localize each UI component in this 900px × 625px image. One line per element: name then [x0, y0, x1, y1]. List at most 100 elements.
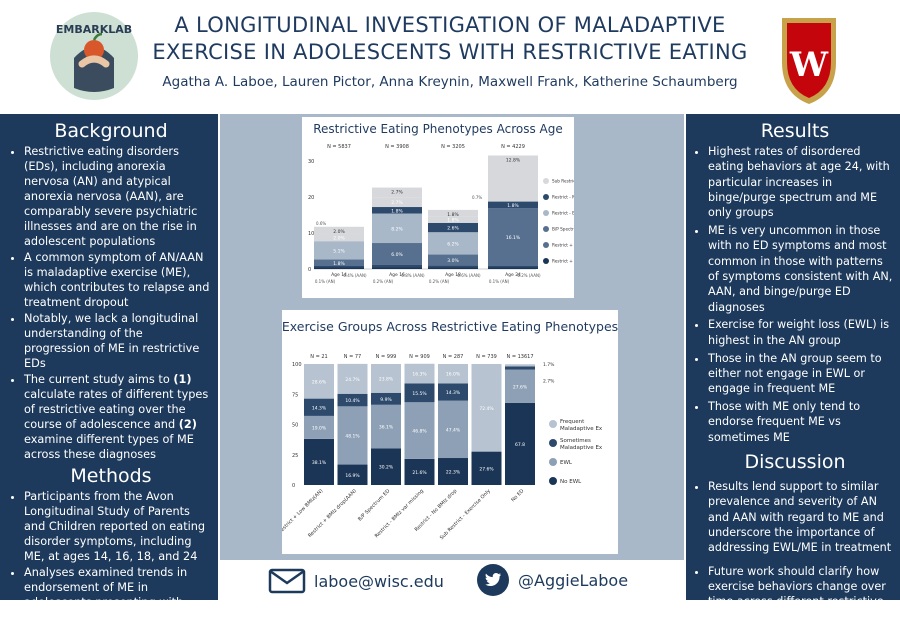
chart-2-bar-segment [337, 406, 368, 465]
chart-1-aan-label: 0.2% (AAN) [517, 273, 541, 278]
background-bullet-2: A common symptom of AN/AAN is maladaptiv… [24, 250, 210, 310]
chart-1-legend-label: Restrict + BMIz drop(AAN) [552, 243, 574, 248]
chart-1-bar-segment [314, 233, 364, 242]
chart-1-segment-label: 6.2% [447, 241, 459, 247]
chart-2-category-label: No ED [510, 488, 525, 503]
chart-1-n-label: N = 3205 [441, 144, 465, 150]
chart-2-segment-label: 21.6% [412, 470, 427, 476]
chart-2-legend-swatch [549, 458, 557, 466]
chart-2-bar-segment [505, 366, 535, 370]
chart-1-legend-label: Restrict - BMIz var missing [552, 211, 574, 216]
poster-title: A LONGITUDINAL INVESTIGATION OF MALADAPT… [130, 12, 770, 66]
chart-2-ytick: 50 [292, 423, 298, 429]
chart-2-bar-segment [505, 402, 535, 485]
chart-1-bar-exercise-only [314, 226, 364, 234]
methods-bullet-2: Analyses examined trends in endorsement … [24, 565, 210, 625]
embark-lab-logo-text: EMBARKLAB [56, 23, 132, 36]
chart-2-legend-swatch [549, 439, 557, 447]
chart-1-an-label: 0.2% (AN) [429, 279, 450, 284]
chart-2-bar-segment [438, 400, 468, 459]
chart-1-category-label: Age 16 [389, 272, 405, 278]
chart-1-ytick: 20 [308, 195, 314, 201]
email-text[interactable]: laboe@wisc.edu [314, 571, 444, 591]
chart-1-segment-label: 6.0% [391, 252, 403, 258]
chart-2-legend-label: No EWL [560, 479, 582, 485]
chart-2-n-label: N = 909 [409, 354, 430, 360]
background-list: Restrictive eating disorders (EDs), incl… [12, 144, 210, 462]
chart-1-ytick: 0 [308, 267, 311, 273]
chart-2-segment-label: 46.8% [412, 429, 427, 435]
chart-2-segment-label: 28.6% [312, 379, 327, 385]
twitter-handle[interactable]: @AggieLaboe [518, 570, 629, 590]
chart-1-bar-segment [428, 267, 478, 269]
chart-2-segment-label: 72.4% [479, 406, 494, 412]
chart-1-ytick: 10 [308, 231, 314, 237]
chart-1-bar-segment [314, 241, 364, 260]
chart-2-segment-label: 67.8 [515, 442, 525, 448]
chart-2-bar-segment [337, 464, 368, 485]
chart-2-segment-label: 47.4% [446, 427, 461, 433]
chart-1-legend-swatch [543, 210, 549, 216]
chart-1-extra-label: 0.7% [472, 195, 482, 200]
chart-1-aan-label: 0.8% (AAN) [401, 273, 425, 278]
chart-2-segment-label: 36.1% [379, 425, 394, 431]
chart-2-bar-segment [371, 364, 401, 393]
chart-2-bar-segment [471, 451, 502, 485]
authors: Agatha A. Laboe, Lauren Pictor, Anna Kre… [162, 74, 738, 90]
chart-2-bar-segment [371, 404, 401, 449]
aim-1-text: calculate rates of different types of re… [24, 388, 209, 431]
chart-1-legend-swatch [543, 178, 549, 184]
chart-2-legend-label: Sometimes [560, 438, 591, 444]
chart-2-segment-label: 16.9% [345, 473, 360, 479]
results-title: Results [760, 120, 830, 142]
chart-2-bar-segment [371, 448, 401, 485]
methods-list: Participants from the Avon Longitudinal … [12, 489, 210, 625]
chart-1-exercise-label: 1.8% [447, 212, 459, 218]
results-bullet-2: ME is very uncommon in those with no ED … [708, 223, 894, 315]
chart-1-bar-segment [372, 243, 422, 265]
chart-2-segment-label: 14.3% [446, 390, 461, 396]
email-contact[interactable]: laboe@wisc.edu [268, 568, 444, 594]
chart-1-svg: Restrictive Eating Phenotypes Across Age… [308, 122, 610, 284]
chart-1-bar-segment [428, 232, 478, 255]
chart-1-an-label: 0.2% (AN) [373, 279, 394, 284]
right-column: Results Highest rates of disordered eati… [686, 114, 900, 623]
poster-header: EMBARKLAB A LONGITUDINAL INVESTIGATION O… [0, 0, 900, 112]
chart-1-category-label: Age 18 [445, 272, 461, 278]
chart-2-outer-label: 2.7% [543, 378, 555, 384]
results-bullet-3: Exercise for weight loss (EWL) is highes… [708, 317, 894, 348]
twitter-contact[interactable]: @AggieLaboe [476, 563, 628, 597]
chart-1-legend-label: B/P Spectrum ED [552, 227, 574, 232]
chart-2-legend-label: EWL [560, 460, 573, 466]
chart-1-legend-swatch [543, 258, 549, 264]
chart-1-bar-segment [314, 267, 364, 269]
discussion-list: Results lend support to similar prevalen… [696, 479, 894, 625]
chart-2-ytick: 75 [292, 392, 298, 398]
contact-footer: laboe@wisc.edu @AggieLaboe [220, 560, 684, 600]
chart-2-segment-label: 38.1% [312, 460, 327, 466]
chart-2-segment-label: 19.0% [312, 425, 327, 431]
chart-1-bar-segment [428, 265, 478, 268]
chart-1-n-label: N = 4229 [501, 144, 525, 150]
uw-crest-letter: W [789, 45, 829, 85]
background-bullet-3: Notably, we lack a longitudinal understa… [24, 311, 210, 371]
chart-2-n-label: N = 999 [376, 354, 397, 360]
chart-1-segment-label: 2.0% [333, 236, 345, 242]
chart-2-ytick: 0 [292, 483, 295, 489]
chart-1-category-label: Age 24 [505, 272, 521, 278]
chart-1-segment-label: 2.6% [447, 226, 459, 232]
chart-2-legend-swatch [549, 477, 557, 485]
chart-2-legend-label: Maladaptive Ex [560, 445, 603, 451]
envelope-icon [268, 568, 306, 594]
results-bullet-1: Highest rates of disordered eating behav… [708, 144, 894, 220]
chart-2-segment-label: 27.6% [513, 384, 528, 390]
chart-2-segment-label: 30.2% [379, 465, 394, 471]
chart-1-segment-label: 2.7% [391, 200, 403, 206]
chart-2-bar-segment [304, 364, 334, 399]
background-title: Background [54, 120, 168, 142]
discussion-bullet-1: Results lend support to similar prevalen… [708, 479, 894, 555]
chart-phenotypes-across-age: Restrictive Eating Phenotypes Across Age… [302, 117, 610, 298]
methods-title: Methods [70, 465, 152, 487]
chart-2-legend-swatch [549, 420, 557, 428]
chart-2-svg: Exercise Groups Across Restrictive Eatin… [277, 319, 618, 541]
